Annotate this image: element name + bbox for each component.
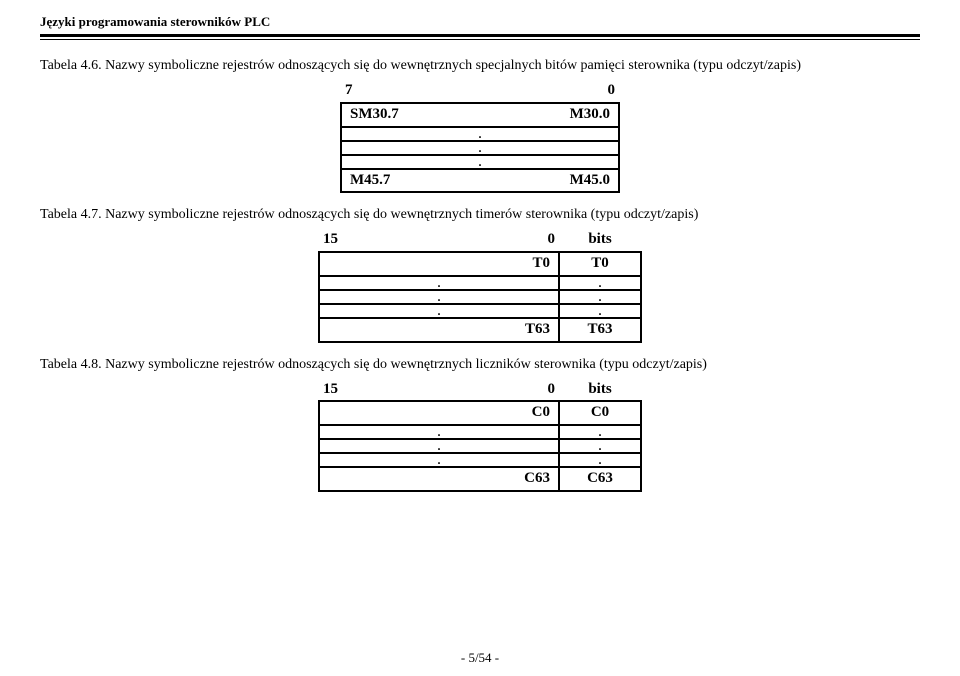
t46-r1-left: SM30.7 [342, 104, 480, 126]
t48-d3a: . [319, 453, 559, 467]
t48-d1b: . [559, 425, 641, 439]
t47-d1a: . [319, 276, 559, 290]
t47-r1-word: T0 [319, 252, 559, 276]
t48-r2-word: C63 [319, 467, 559, 491]
t48-r2-bits: C63 [559, 467, 641, 491]
t47-hdr-15: 15 [319, 229, 439, 252]
header-rule-thin [40, 39, 920, 40]
t46-dot1: . [341, 127, 619, 141]
t48-d3b: . [559, 453, 641, 467]
t48-hdr-0: 0 [439, 379, 559, 402]
caption-4-8: Tabela 4.8. Nazwy symboliczne rejestrów … [40, 357, 920, 373]
t47-r1-bits: T0 [559, 252, 641, 276]
table-4-8: 15 0 bits C0 C0 .. .. .. C63 C63 [318, 379, 642, 492]
t47-d1b: . [559, 276, 641, 290]
t47-d3b: . [559, 304, 641, 318]
t46-r2-right: M45.0 [480, 170, 618, 192]
table-4-7: 15 0 bits T0 T0 .. .. .. T63 T63 [318, 229, 642, 342]
t46-dot2: . [341, 141, 619, 155]
t46-hdr-0: 0 [480, 80, 619, 103]
page-footer: - 5/54 - [0, 650, 960, 666]
t48-r1-word: C0 [319, 401, 559, 425]
t46-r2-left: M45.7 [342, 170, 480, 192]
t48-hdr-bits: bits [559, 379, 641, 402]
t47-d2b: . [559, 290, 641, 304]
doc-header: Języki programowania sterowników PLC [40, 14, 920, 32]
t46-r1-right: M30.0 [480, 104, 618, 126]
t47-hdr-0: 0 [439, 229, 559, 252]
t46-dot3: . [341, 155, 619, 169]
header-rule-thick [40, 34, 920, 37]
caption-4-7: Tabela 4.7. Nazwy symboliczne rejestrów … [40, 207, 920, 223]
t47-r2-word: T63 [319, 318, 559, 342]
t47-d3a: . [319, 304, 559, 318]
t47-d2a: . [319, 290, 559, 304]
t47-hdr-bits: bits [559, 229, 641, 252]
t48-d2b: . [559, 439, 641, 453]
t48-r1-bits: C0 [559, 401, 641, 425]
t48-d1a: . [319, 425, 559, 439]
t48-d2a: . [319, 439, 559, 453]
t46-hdr-7: 7 [341, 80, 480, 103]
t48-hdr-15: 15 [319, 379, 439, 402]
table-4-6: 7 0 SM30.7 M30.0 . . . M45.7 M45. [340, 80, 620, 193]
t47-r2-bits: T63 [559, 318, 641, 342]
caption-4-6: Tabela 4.6. Nazwy symboliczne rejestrów … [40, 58, 920, 74]
